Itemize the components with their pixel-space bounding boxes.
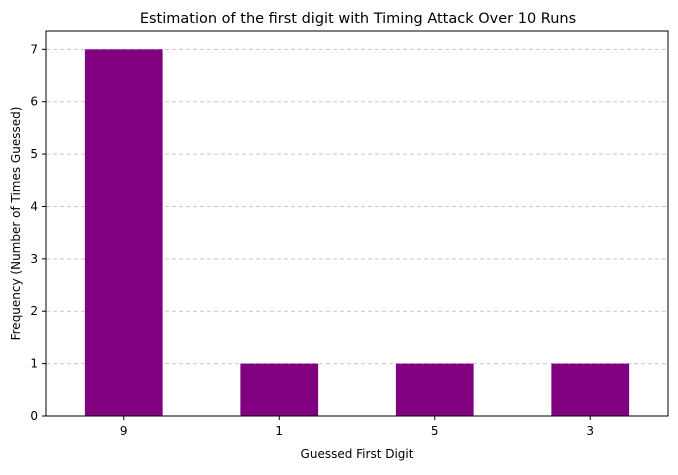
y-axis-ticks: 0 1 2 3 4 5 6 7 [30, 42, 46, 423]
y-tick-label: 3 [30, 252, 38, 266]
y-tick-label: 1 [30, 357, 38, 371]
x-axis-label: Guessed First Digit [301, 447, 414, 461]
y-tick-label: 2 [30, 304, 38, 318]
bar-9 [84, 49, 163, 416]
gridlines [46, 48, 668, 365]
x-tick-label: 1 [275, 424, 283, 438]
x-tick-label: 3 [586, 424, 594, 438]
bar-3 [551, 363, 630, 416]
x-tick-label: 5 [431, 424, 439, 438]
bar-1 [240, 363, 319, 416]
y-tick-label: 5 [30, 147, 38, 161]
bar-5 [395, 363, 474, 416]
y-tick-label: 4 [30, 199, 38, 213]
y-tick-label: 0 [30, 409, 38, 423]
bars [84, 49, 630, 416]
x-axis-ticks: 9 1 5 3 [120, 416, 594, 438]
y-tick-label: 7 [30, 42, 38, 56]
chart-title: Estimation of the first digit with Timin… [140, 11, 576, 27]
x-tick-label: 9 [120, 424, 128, 438]
y-tick-label: 6 [30, 95, 38, 109]
plot-frame [45, 30, 669, 417]
y-axis-label: Frequency (Number of Times Guessed) [9, 107, 23, 341]
